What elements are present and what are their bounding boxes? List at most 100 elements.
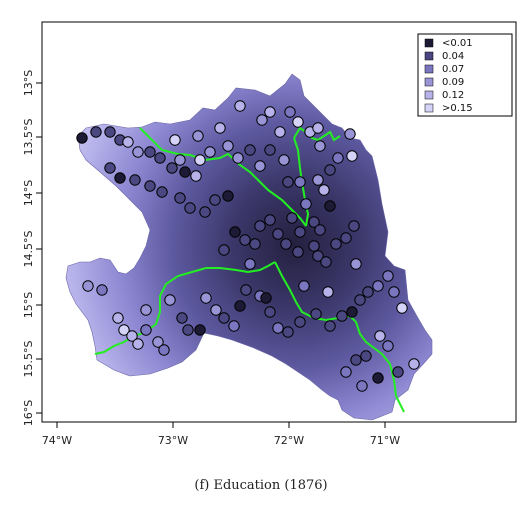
district-boundary — [94, 261, 276, 355]
legend-swatch — [424, 77, 434, 87]
survey-point — [350, 354, 362, 366]
survey-point — [278, 154, 290, 166]
district-boundary — [293, 126, 341, 142]
y-tick-label: 14°S — [22, 180, 35, 206]
survey-point — [362, 286, 374, 298]
x-tick-label: 74°W — [42, 434, 72, 447]
survey-point — [129, 174, 141, 186]
survey-point — [314, 140, 326, 152]
education-map: 74°W 73°W 72°W 71°W 13°S 13.5°S 14°S 14.… — [22, 21, 517, 447]
survey-point — [166, 162, 178, 174]
survey-point — [194, 154, 206, 166]
survey-point — [356, 380, 368, 392]
survey-point — [300, 198, 312, 210]
survey-point — [254, 220, 266, 232]
survey-point — [158, 344, 170, 356]
survey-point — [322, 286, 334, 298]
survey-point — [272, 228, 284, 240]
x-tick-label: 72°W — [274, 434, 304, 447]
legend-swatch — [424, 103, 434, 113]
survey-point — [174, 192, 186, 204]
y-tick-label: 15°S — [22, 292, 35, 318]
survey-point — [228, 320, 240, 332]
survey-point — [112, 312, 124, 324]
survey-point — [169, 134, 181, 146]
legend-swatch — [424, 38, 434, 48]
survey-point — [154, 152, 166, 164]
survey-point — [396, 302, 408, 314]
survey-point — [132, 338, 144, 350]
survey-point — [264, 214, 276, 226]
legend-entry: 0.04 — [424, 51, 464, 62]
survey-point — [144, 180, 156, 192]
survey-point — [350, 258, 362, 270]
survey-point — [132, 146, 144, 158]
survey-point — [346, 306, 358, 318]
survey-point — [320, 256, 332, 268]
survey-point — [382, 340, 394, 352]
legend-entry: 0.09 — [424, 77, 464, 88]
survey-point — [234, 300, 246, 312]
survey-point — [182, 324, 194, 336]
survey-point — [164, 294, 176, 306]
legend-entry: 0.12 — [424, 90, 464, 101]
survey-point — [240, 284, 252, 296]
survey-point — [308, 240, 320, 252]
y-tick: 14°S — [22, 180, 42, 206]
survey-point — [344, 128, 356, 140]
survey-point — [312, 174, 324, 186]
legend-label: >0.15 — [442, 103, 473, 114]
figure-caption: (f) Education (1876) — [194, 478, 328, 493]
survey-point — [126, 330, 138, 342]
survey-point — [209, 194, 221, 206]
legend-entry: >0.15 — [424, 103, 473, 114]
survey-point — [282, 326, 294, 338]
y-tick-label: 15.5°S — [22, 341, 35, 378]
survey-point — [176, 312, 188, 324]
y-tick: 13°S — [22, 70, 42, 96]
survey-point — [234, 100, 246, 112]
survey-point — [340, 232, 352, 244]
survey-point — [244, 144, 256, 156]
y-axis: 13°S 13.5°S 14°S 14.5°S 15°S 15.5°S 16°S — [22, 70, 42, 426]
legend-entry: <0.01 — [424, 38, 473, 49]
survey-point — [264, 306, 276, 318]
survey-point — [330, 238, 342, 250]
legend: <0.01 0.04 0.07 0.09 0.12 >0.15 — [417, 33, 513, 117]
x-tick: 74°W — [42, 422, 72, 447]
survey-point — [286, 212, 298, 224]
survey-point — [190, 170, 202, 182]
survey-point — [256, 114, 268, 126]
legend-swatch — [424, 64, 434, 74]
legend-swatch — [424, 51, 434, 61]
survey-point — [372, 280, 384, 292]
x-tick: 71°W — [370, 422, 400, 447]
survey-point — [264, 106, 276, 118]
survey-point — [204, 146, 216, 158]
survey-point — [244, 258, 256, 270]
survey-point — [314, 224, 326, 236]
legend-label: 0.04 — [442, 51, 464, 62]
survey-point — [324, 164, 336, 176]
y-tick-label: 16°S — [22, 400, 35, 426]
survey-point — [229, 226, 241, 238]
survey-point — [174, 154, 186, 166]
survey-point — [104, 126, 116, 138]
y-tick: 13.5°S — [22, 119, 42, 155]
survey-point — [348, 220, 360, 232]
survey-point — [194, 324, 206, 336]
survey-point — [199, 206, 211, 218]
survey-point — [214, 122, 226, 134]
legend-label: 0.12 — [442, 90, 464, 101]
survey-point — [280, 238, 292, 250]
survey-point — [282, 176, 294, 188]
survey-point — [354, 294, 366, 306]
y-tick: 15.5°S — [22, 341, 42, 378]
survey-point — [308, 216, 320, 228]
survey-point — [292, 116, 304, 128]
survey-point — [140, 324, 152, 336]
survey-point — [312, 122, 324, 134]
survey-point — [274, 126, 286, 138]
survey-point — [192, 130, 204, 142]
survey-point — [122, 136, 134, 148]
